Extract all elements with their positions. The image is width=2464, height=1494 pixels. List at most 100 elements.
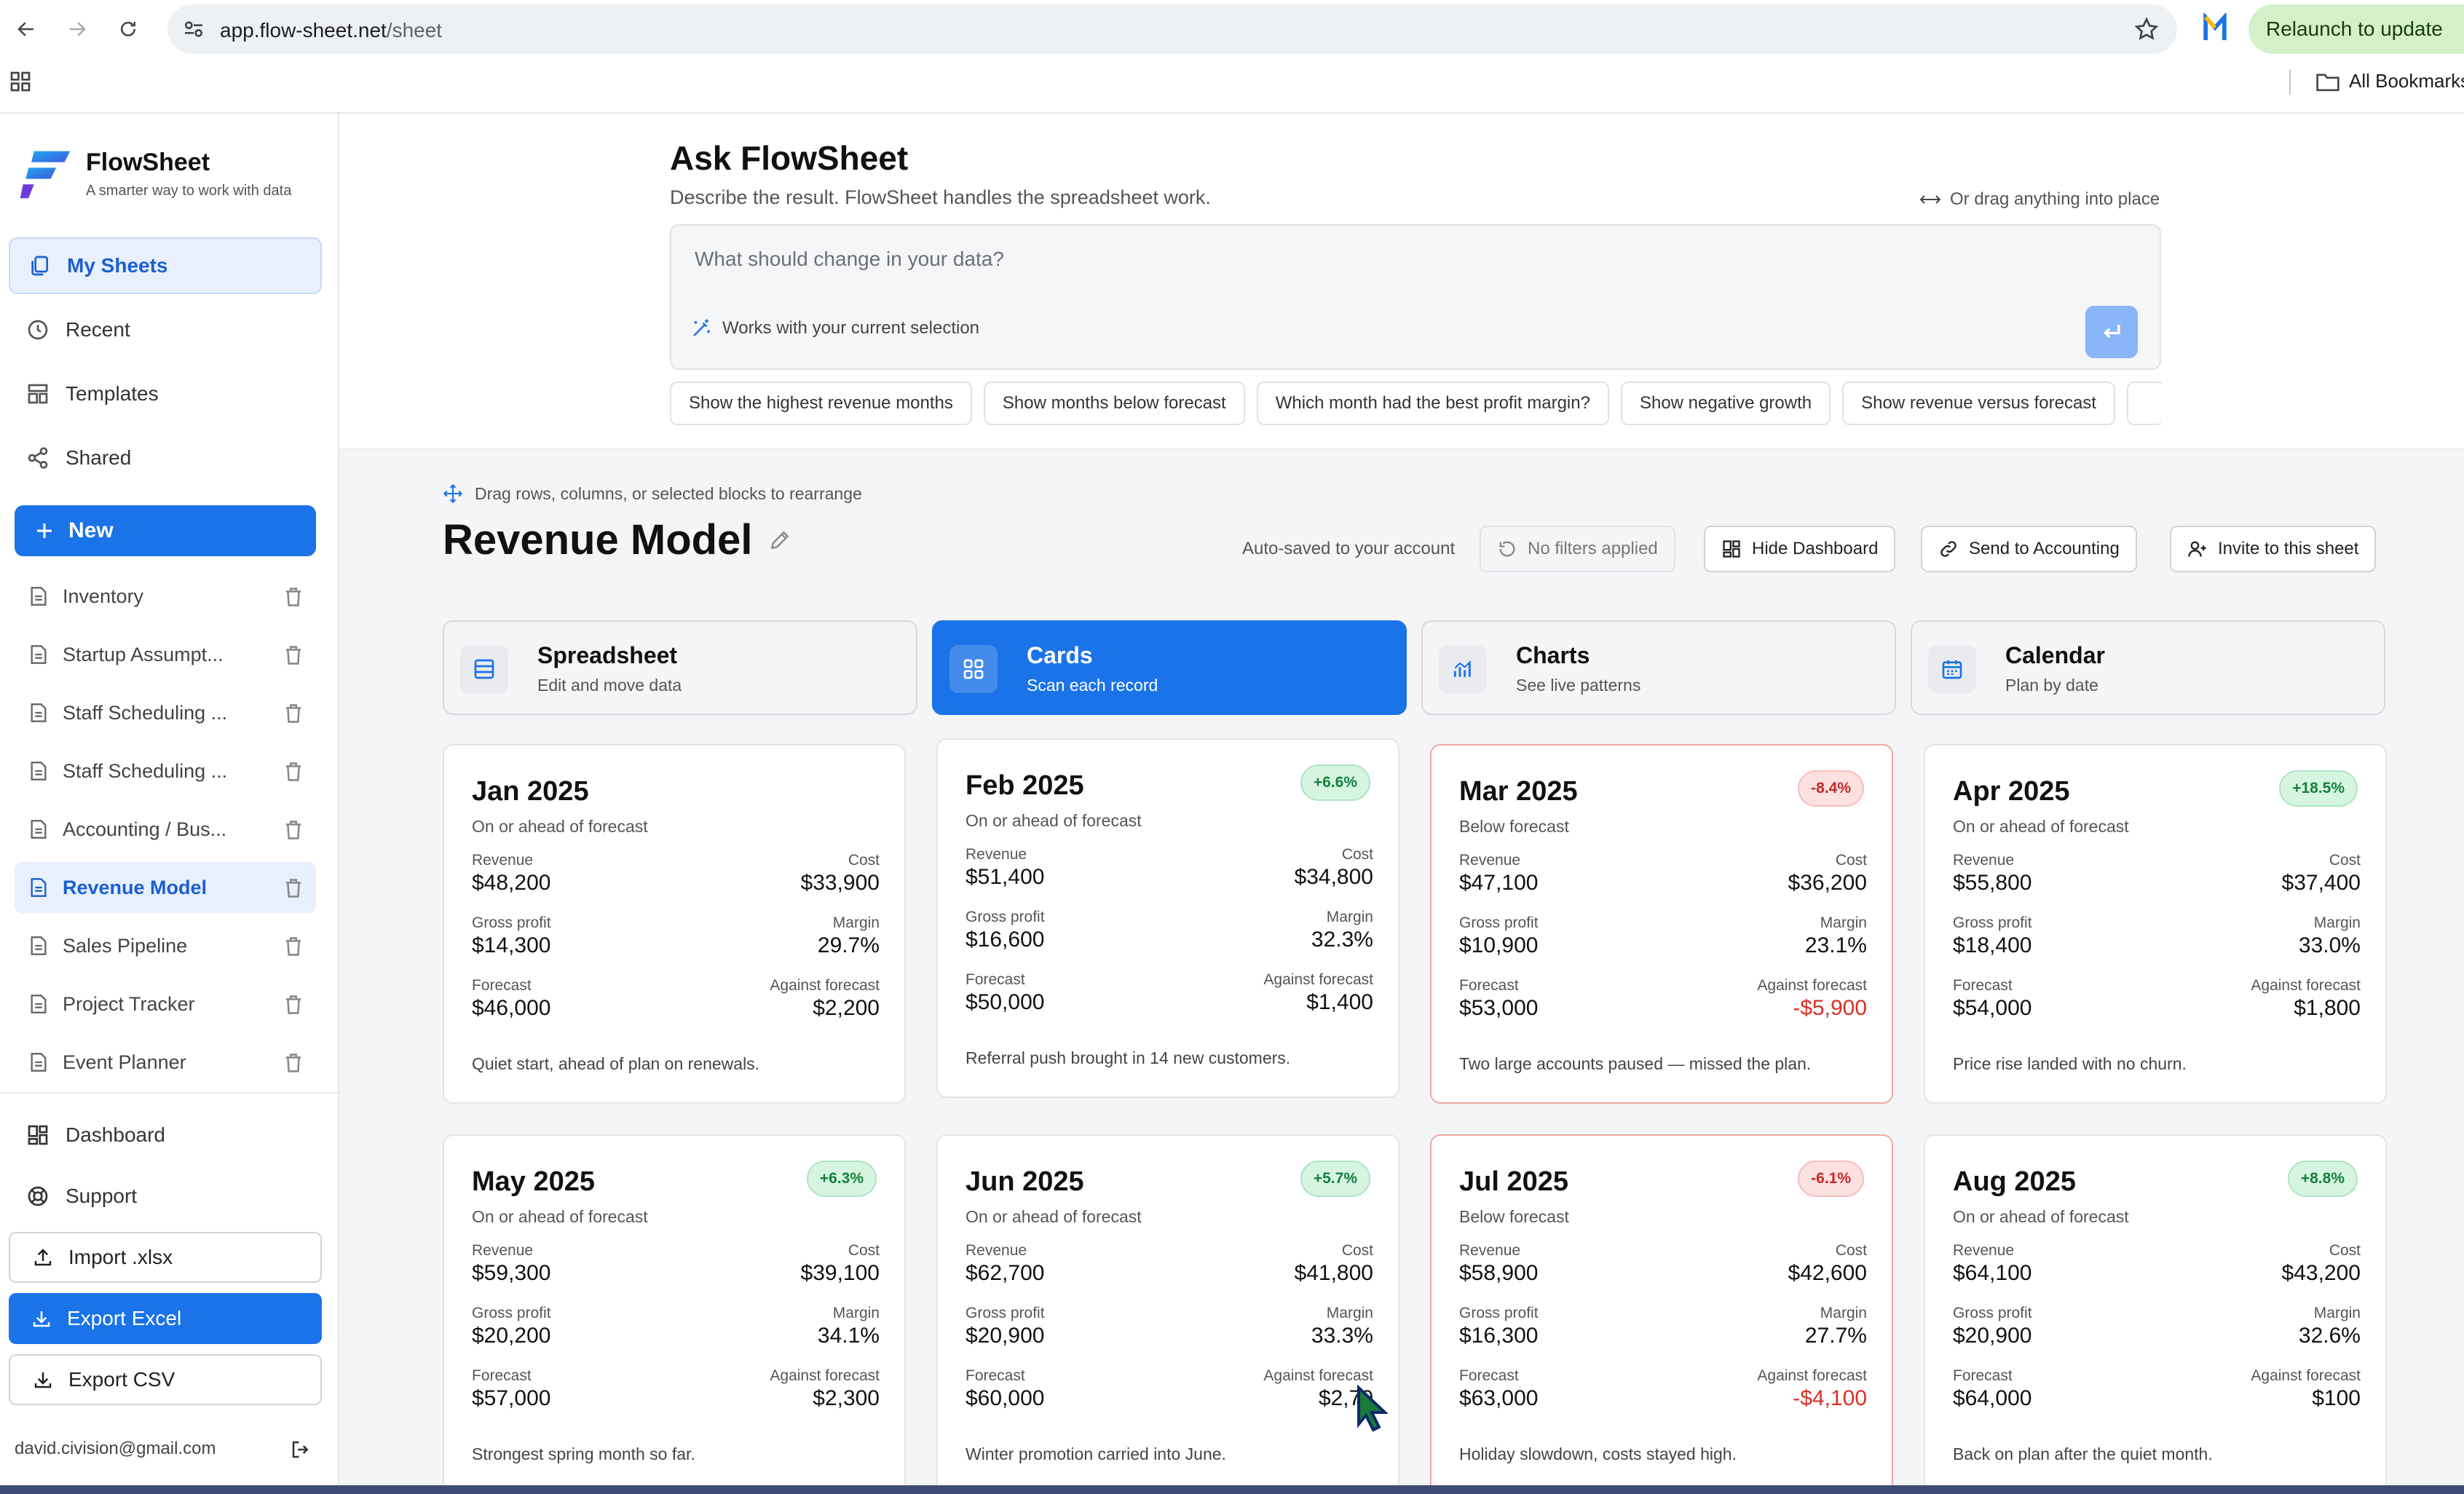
metric-label: Cost [848, 1242, 880, 1259]
export-csv-button[interactable]: Export CSV [9, 1354, 322, 1405]
ask-subtitle: Describe the result. FlowSheet handles t… [670, 186, 1211, 208]
sidebar-item-my-sheets[interactable]: My Sheets [9, 237, 322, 294]
metric-label: Cost [848, 852, 880, 869]
card-month: Feb 2025 [966, 770, 1084, 801]
suggestion-chip[interactable]: Show negative growth [1620, 382, 1831, 425]
metric-value: -$5,900 [1793, 996, 1867, 1020]
card-month: May 2025 [472, 1166, 596, 1197]
suggestion-chip[interactable] [2126, 382, 2161, 425]
sidebar-item-dashboard[interactable]: Dashboard [9, 1108, 322, 1162]
sheet-item-accounting[interactable]: Accounting / Bus... [15, 804, 316, 855]
reload-icon[interactable] [112, 13, 144, 45]
metric-label: Against forecast [770, 977, 880, 994]
metric-label: Cost [1835, 852, 1867, 869]
invite-button[interactable]: Invite to this sheet [2170, 526, 2377, 572]
metric-value: $18,400 [1953, 933, 2032, 957]
metric-label: Against forecast [1757, 1367, 1867, 1384]
metric-value: $20,200 [472, 1324, 551, 1348]
tab-cards[interactable]: Cards Scan each record [932, 620, 1407, 715]
back-icon[interactable] [10, 13, 42, 45]
metric-value: 27.7% [1804, 1324, 1867, 1348]
sidebar-item-recent[interactable]: Recent [9, 301, 322, 358]
sheet-item-inventory[interactable]: Inventory [15, 571, 316, 622]
suggestion-chip[interactable]: Show the highest revenue months [670, 382, 972, 425]
forward-icon[interactable] [61, 13, 93, 45]
sheet-item-staff-scheduling[interactable]: Staff Scheduling ... [15, 687, 316, 738]
ask-input-box[interactable]: What should change in your data? Works w… [670, 224, 2161, 370]
record-card[interactable]: Jul 2025 Below forecast -6.1% Revenue Cost $5… [1430, 1134, 1893, 1494]
sheet-item-staff-scheduling-2[interactable]: Staff Scheduling ... [15, 746, 316, 797]
new-sheet-button[interactable]: New [15, 505, 316, 556]
metric-value: $2,300 [813, 1386, 880, 1410]
trash-icon[interactable] [284, 820, 303, 840]
share-icon [28, 447, 48, 469]
trash-icon[interactable] [284, 762, 303, 782]
metric-value: $53,000 [1459, 996, 1539, 1020]
document-icon [31, 762, 47, 780]
sidebar-item-support[interactable]: Support [9, 1169, 322, 1223]
export-excel-button[interactable]: Export Excel [9, 1293, 322, 1344]
send-to-accounting-button[interactable]: Send to Accounting [1921, 526, 2137, 572]
card-status: Below forecast [1459, 817, 1569, 836]
sheet-item-revenue-model[interactable]: Revenue Model [15, 862, 316, 913]
metric-value: $2,200 [813, 996, 880, 1020]
ask-input[interactable]: What should change in your data? [695, 248, 1004, 270]
sidebar-item-templates[interactable]: Templates [9, 365, 322, 422]
logout-icon[interactable] [290, 1439, 312, 1461]
metric-value: $41,800 [1294, 1261, 1373, 1285]
trash-icon[interactable] [284, 587, 303, 607]
growth-badge: -6.1% [1798, 1161, 1864, 1197]
mouse-cursor-icon [1357, 1385, 1388, 1431]
relaunch-button[interactable]: Relaunch to update [2248, 4, 2464, 54]
extension-icon[interactable] [2202, 13, 2228, 42]
trash-icon[interactable] [284, 645, 303, 665]
tab-charts[interactable]: Charts See live patterns [1421, 620, 1896, 715]
card-month: Apr 2025 [1953, 776, 2070, 807]
metric-value: $64,100 [1953, 1261, 2032, 1285]
suggestion-chip[interactable]: Show months below forecast [983, 382, 1245, 425]
site-settings-icon[interactable] [182, 17, 205, 41]
rearrange-hint: Drag rows, columns, or selected blocks t… [443, 483, 862, 504]
sidebar-nav: My Sheets Recent Templates Shared [9, 237, 322, 494]
send-button[interactable] [2085, 306, 2138, 358]
suggestion-chip[interactable]: Which month had the best profit margin? [1256, 382, 1609, 425]
record-card[interactable]: Feb 2025 On or ahead of forecast +6.6% Reve… [936, 738, 1399, 1098]
sidebar-item-shared[interactable]: Shared [9, 430, 322, 486]
trash-icon[interactable] [284, 878, 303, 898]
metric-label: Forecast [1459, 977, 1519, 994]
card-note: Referral push brought in 14 new customer… [966, 1048, 1291, 1067]
card-status: On or ahead of forecast [472, 1207, 648, 1226]
trash-icon[interactable] [284, 936, 303, 957]
sheet-item-sales-pipeline[interactable]: Sales Pipeline [15, 920, 316, 971]
trash-icon[interactable] [284, 1053, 303, 1073]
filters-button[interactable]: No filters applied [1480, 526, 1675, 572]
pencil-icon[interactable] [768, 529, 791, 552]
hide-dashboard-button[interactable]: Hide Dashboard [1704, 526, 1896, 572]
metric-label: Against forecast [1757, 977, 1867, 994]
record-card[interactable]: Jun 2025 On or ahead of forecast +5.7% Reve… [936, 1134, 1399, 1494]
support-icon [28, 1186, 48, 1206]
sheet-item-event-planner[interactable]: Event Planner [15, 1037, 316, 1088]
metric-label: Gross profit [1953, 914, 2032, 931]
sheet-item-project-tracker[interactable]: Project Tracker [15, 979, 316, 1029]
trash-icon[interactable] [284, 995, 303, 1015]
metric-value: $63,000 [1459, 1386, 1539, 1410]
tab-calendar[interactable]: Calendar Plan by date [1911, 620, 2385, 715]
record-card[interactable]: Aug 2025 On or ahead of forecast +8.8% Reve… [1924, 1134, 2387, 1494]
metric-value: $54,000 [1953, 996, 2032, 1020]
tab-spreadsheet[interactable]: Spreadsheet Edit and move data [443, 620, 917, 715]
metric-label: Forecast [1953, 977, 2013, 994]
record-card[interactable]: Mar 2025 Below forecast -8.4% Revenue Cost $4… [1430, 744, 1893, 1104]
sheet-item-startup-assumptions[interactable]: Startup Assumpt... [15, 629, 316, 680]
bookmark-star-icon[interactable] [2133, 16, 2160, 42]
apps-grid-icon[interactable] [9, 70, 32, 93]
all-bookmarks-button[interactable]: All Bookmarks [2315, 70, 2464, 92]
suggestion-chip[interactable]: Show revenue versus forecast [1842, 382, 2115, 425]
import-xlsx-button[interactable]: Import .xlsx [9, 1232, 322, 1283]
record-card[interactable]: May 2025 On or ahead of forecast +6.3% Reve… [443, 1134, 906, 1494]
trash-icon[interactable] [284, 703, 303, 724]
address-bar[interactable]: app.flow-sheet.net/sheet [167, 4, 2177, 54]
record-card[interactable]: Jan 2025 On or ahead of forecast Revenue Co… [443, 744, 906, 1104]
growth-badge: +6.6% [1300, 764, 1370, 801]
record-card[interactable]: Apr 2025 On or ahead of forecast +18.5% Rev… [1924, 744, 2387, 1104]
